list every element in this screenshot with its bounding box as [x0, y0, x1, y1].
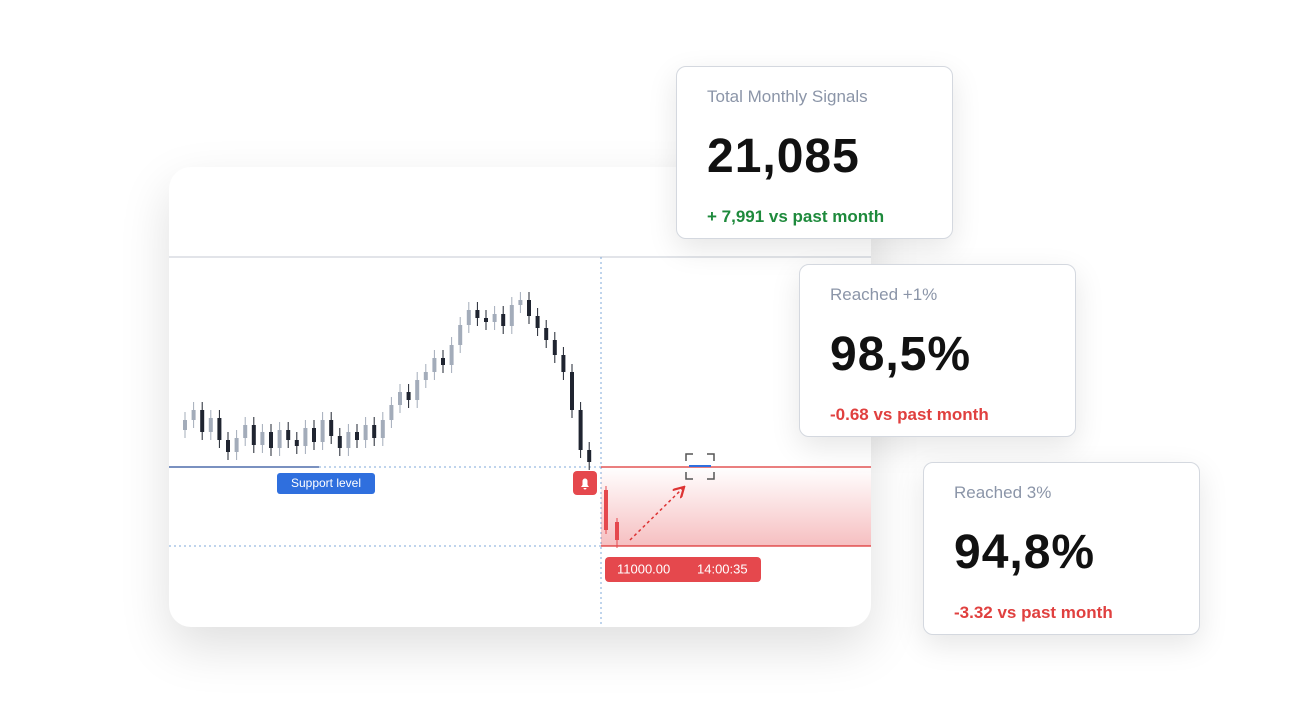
candle-body: [200, 410, 205, 432]
card-value: 21,085: [707, 130, 860, 183]
candle-body: [363, 425, 368, 440]
card-value: 94,8%: [954, 526, 1096, 579]
candle-body: [604, 490, 608, 530]
candle-body: [398, 392, 402, 405]
card-change: + 7,991 vs past month: [707, 207, 885, 226]
candle-body: [501, 314, 506, 326]
candle-body: [415, 380, 420, 400]
candle-body: [615, 522, 619, 540]
candle-body: [389, 405, 394, 420]
candle-body: [578, 410, 583, 450]
candle-body: [260, 432, 265, 445]
chart-layer: Support level 11000.00 14:00:35: [169, 292, 871, 582]
price-label: 11000.00: [617, 561, 670, 576]
price-label-box: [605, 557, 761, 582]
candle-body: [372, 425, 377, 438]
candle-body: [570, 372, 574, 410]
candle-body: [406, 392, 411, 400]
card-change: -3.32 vs past month: [954, 603, 1113, 622]
candle-body: [587, 450, 592, 462]
candle-body: [509, 305, 514, 326]
candle-body: [432, 358, 437, 372]
candle-body: [286, 430, 291, 440]
candle-body: [191, 410, 196, 420]
candle-body: [183, 420, 187, 430]
candle-body: [226, 440, 230, 452]
candle-body: [346, 432, 351, 448]
time-label: 14:00:35: [697, 561, 748, 576]
support-label-box: [277, 473, 375, 494]
candle-body: [217, 418, 222, 440]
candle-body: [484, 318, 488, 322]
target-icon: [685, 453, 715, 480]
card-title: Total Monthly Signals: [707, 87, 868, 106]
candle-body: [329, 420, 334, 436]
candle-body: [243, 425, 248, 438]
candle-body: [423, 372, 428, 380]
candle-body: [269, 432, 273, 448]
stat-card: Reached +1% 98,5% -0.68 vs past month: [799, 264, 1076, 437]
candle-body: [294, 440, 299, 446]
candle-body: [561, 355, 566, 372]
candle-body: [251, 425, 256, 445]
candle-body: [380, 420, 385, 438]
card-title: Reached +1%: [830, 285, 938, 304]
candle-body: [535, 316, 540, 328]
card-title: Reached 3%: [954, 483, 1052, 502]
candle-body: [277, 430, 282, 448]
chart: Support level 11000.00 14:00:35: [169, 256, 871, 627]
stat-card: Total Monthly Signals 21,085 + 7,991 vs pa…: [676, 66, 953, 239]
card-value: 98,5%: [830, 328, 972, 381]
support-label: Support level: [291, 476, 361, 490]
candle-body: [337, 436, 342, 448]
bell-icon: [581, 478, 589, 490]
chart-panel: Support level 11000.00 14:00:35: [169, 167, 871, 627]
candle-body: [518, 300, 523, 305]
alert-zone: [601, 467, 871, 546]
candle-body: [527, 300, 531, 316]
projection-arrow: [629, 488, 683, 541]
candle-body: [449, 345, 454, 365]
card-change: -0.68 vs past month: [830, 405, 989, 424]
candle-body: [544, 328, 549, 340]
candle-body: [492, 314, 497, 322]
candle-body: [552, 340, 557, 355]
candle-body: [312, 428, 316, 442]
candle-body: [303, 428, 308, 446]
candle-body: [466, 310, 471, 325]
candle-body: [441, 358, 445, 365]
candle-body: [320, 420, 325, 442]
candle-body: [475, 310, 480, 318]
candle-body: [458, 325, 463, 345]
stat-card: Reached 3% 94,8% -3.32 vs past month: [923, 462, 1200, 635]
candle-body: [355, 432, 359, 440]
candle-body: [234, 438, 239, 452]
candle-body: [208, 418, 213, 432]
